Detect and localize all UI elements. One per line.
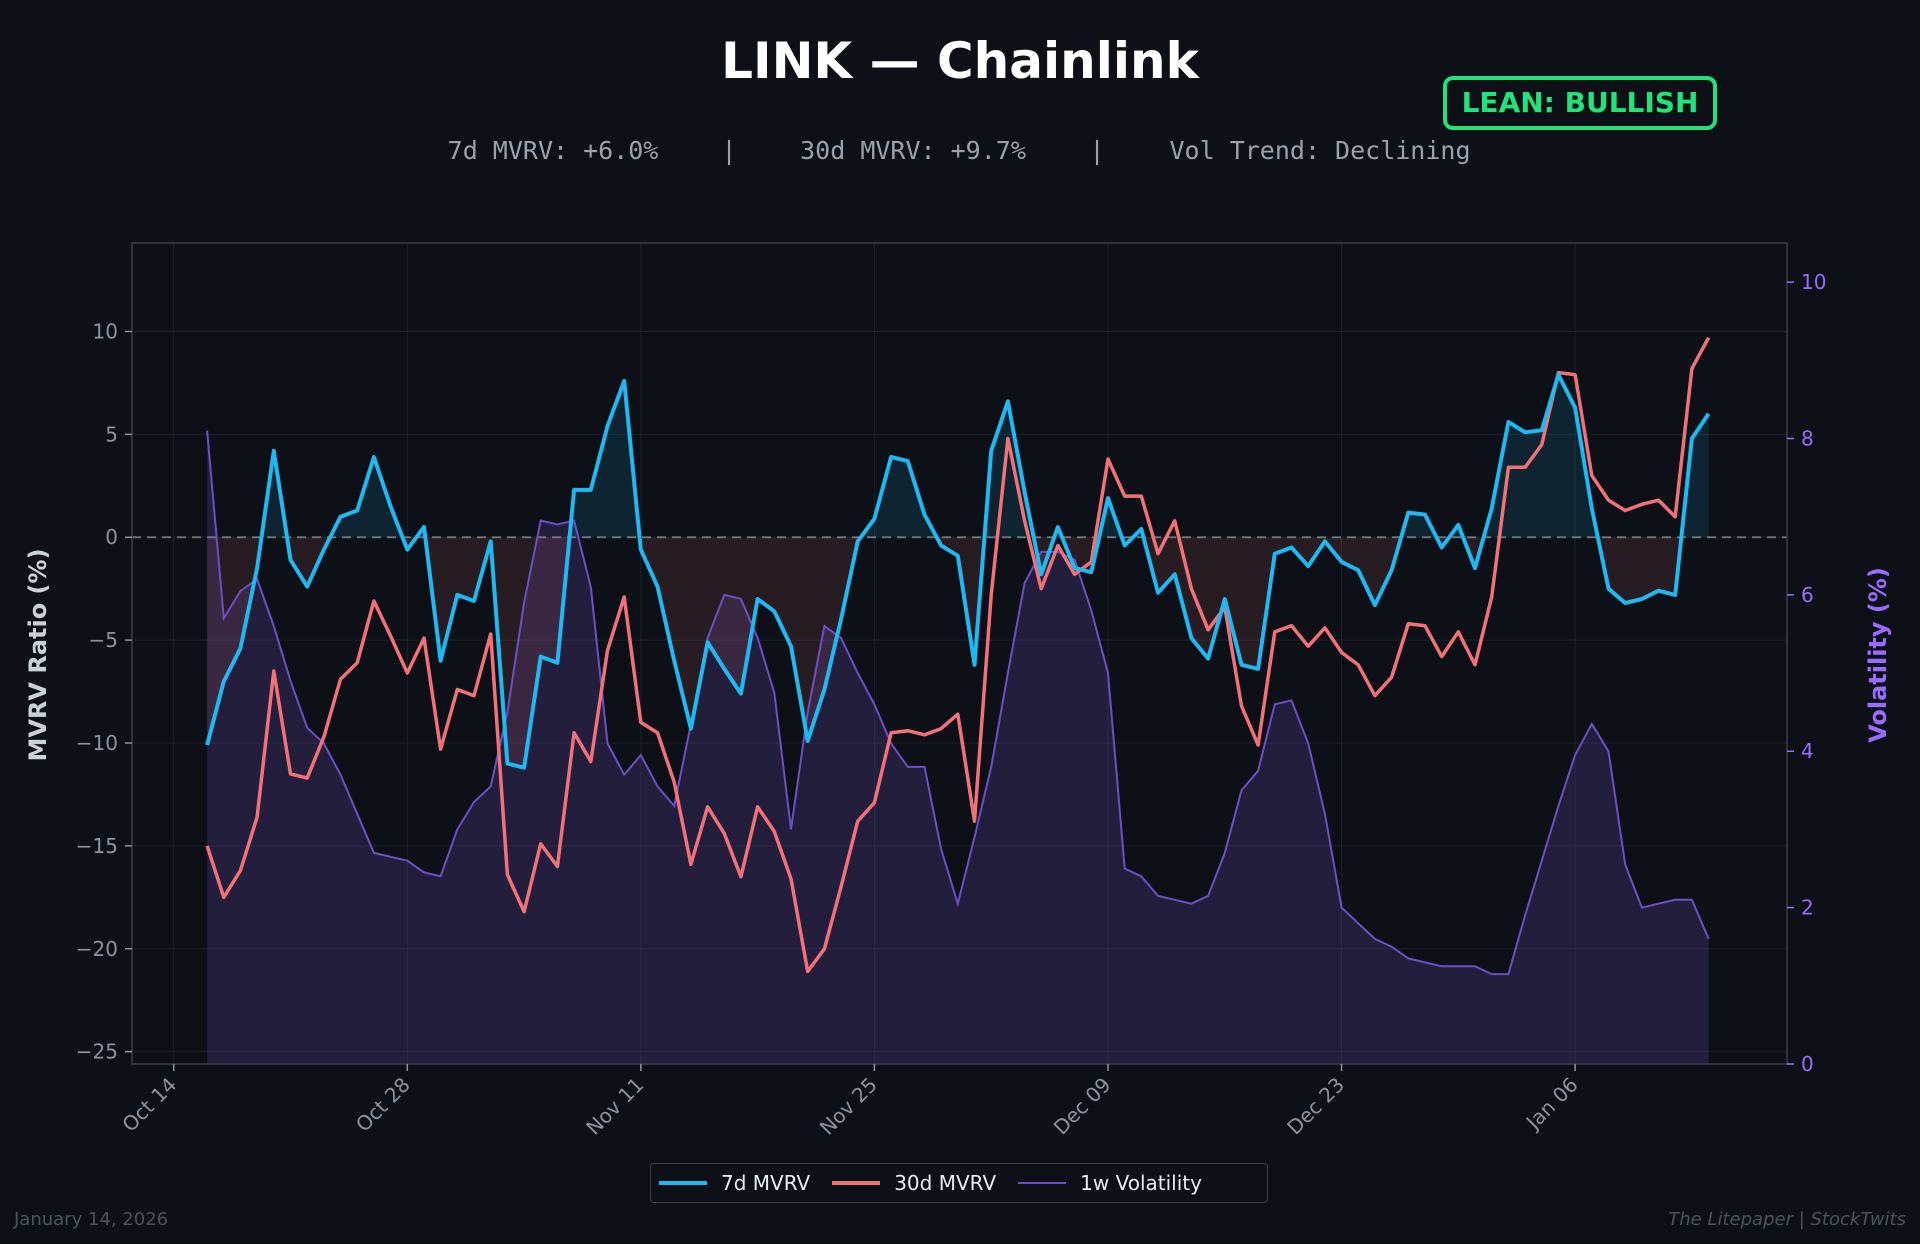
legend-swatch-7d [659,1181,707,1185]
stat-7d-mvrv: 7d MVRV: +6.0% [448,136,659,165]
y2-tick-label: 4 [1801,739,1814,763]
y-tick-label: −20 [76,937,118,961]
y2-tick-label: 10 [1801,270,1826,294]
y2-tick-label: 6 [1801,583,1814,607]
legend-swatch-30d [832,1181,881,1185]
y-tick-label: 5 [105,422,118,446]
stat-vol-trend: Vol Trend: Declining [1169,136,1470,165]
legend-swatch-volatility [1018,1182,1067,1184]
mvrv-negative-area [207,537,1682,768]
legend-label: 30d MVRV [894,1171,997,1195]
y2-axis-label: Volatility (%) [1864,567,1892,743]
stat-separator: | [1089,136,1104,165]
x-tick-label: Oct 14 [117,1073,181,1137]
legend-label: 1w Volatility [1080,1171,1202,1195]
chart-legend: 7d MVRV 30d MVRV 1w Volatility [650,1163,1268,1203]
x-tick-label: Dec 23 [1282,1073,1349,1140]
x-tick-label: Dec 09 [1049,1073,1116,1140]
series-line-volatility [206,430,1710,976]
legend-item-7d-mvrv[interactable]: 7d MVRV [659,1171,810,1195]
series-line-30d-mvrv [205,336,1711,974]
legend-item-volatility[interactable]: 1w Volatility [1018,1171,1202,1195]
x-tick-label: Nov 25 [815,1073,882,1140]
y-tick-label: −10 [76,731,118,755]
y-tick-label: 0 [105,525,118,549]
legend-label: 7d MVRV [721,1171,811,1195]
volatility-area [207,430,1709,1064]
footer-date: January 14, 2026 [14,1209,169,1230]
y2-tick-label: 2 [1801,896,1814,920]
plot-frame [131,242,1788,1065]
y-axis-label: MVRV Ratio (%) [24,548,52,761]
stat-separator: | [721,136,736,165]
footer-source: The Litepaper | StockTwits [1668,1209,1906,1230]
y2-tick-label: 0 [1801,1052,1814,1076]
series-line-7d-mvrv [205,372,1711,770]
plot-background [132,243,1787,1064]
lean-badge: LEAN: BULLISH [1443,76,1717,130]
legend-item-30d-mvrv[interactable]: 30d MVRV [832,1171,996,1195]
y-tick-label: −15 [76,834,118,858]
plot-area: −25 −20 −15 −10 −5 0 5 10 0 2 4 6 8 10 Oct 14 Oct 28 Nov… [76,242,1826,1140]
mvrv-positive-area [207,374,1709,538]
y-tick-label: 10 [93,319,118,343]
stat-30d-mvrv: 30d MVRV: +9.7% [800,136,1026,165]
y-tick-label: −5 [89,628,118,652]
y2-tick-label: 8 [1801,426,1814,450]
y-tick-label: −25 [76,1040,118,1064]
chart-title: LINK — Chainlink [721,32,1201,90]
x-tick-label: Oct 28 [351,1073,415,1137]
x-tick-label: Jan 06 [1520,1073,1583,1136]
x-tick-label: Nov 11 [581,1073,648,1140]
